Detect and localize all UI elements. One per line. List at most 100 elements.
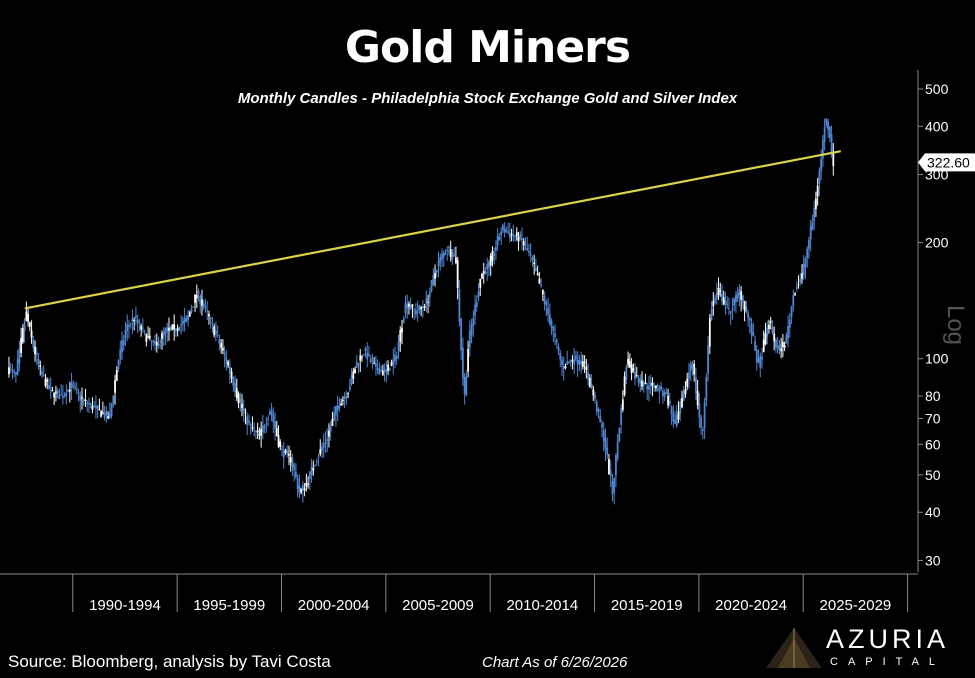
candle <box>296 474 299 498</box>
candle <box>162 327 165 346</box>
candle <box>738 284 741 307</box>
candle <box>460 318 463 361</box>
candle <box>712 292 715 316</box>
candle <box>413 308 416 321</box>
candle <box>145 333 148 347</box>
candle <box>442 250 445 268</box>
candle <box>350 368 353 387</box>
x-tick-label: 2015-2019 <box>611 597 683 614</box>
candle <box>289 450 292 472</box>
candle <box>237 391 240 409</box>
candle <box>453 247 456 257</box>
candle <box>710 301 713 322</box>
candle <box>458 279 461 327</box>
candle <box>119 340 122 365</box>
candle <box>832 143 835 176</box>
candle <box>613 477 616 505</box>
candle <box>16 350 19 376</box>
candle <box>402 316 405 324</box>
candle <box>486 257 489 281</box>
candle <box>535 258 537 272</box>
candle <box>599 409 602 423</box>
y-tick-label: 400 <box>925 118 949 134</box>
candle <box>293 462 296 482</box>
candle <box>39 360 42 376</box>
x-tick-label: 2000-2004 <box>298 597 370 614</box>
candle <box>242 399 245 422</box>
candle <box>204 298 207 313</box>
candle <box>554 324 556 346</box>
candle <box>611 473 614 502</box>
candle <box>8 356 10 378</box>
candle <box>68 381 71 403</box>
candle <box>825 118 828 128</box>
candle <box>197 288 200 302</box>
y-axis-label: Log <box>942 305 969 345</box>
candle <box>632 363 635 373</box>
candle <box>719 282 722 297</box>
candle <box>155 333 158 353</box>
candle <box>463 373 466 405</box>
last-price-marker: 322.60 <box>918 153 975 172</box>
candle <box>531 255 534 267</box>
candle <box>308 471 311 491</box>
candle <box>823 118 826 151</box>
candle <box>34 340 36 362</box>
candle <box>623 371 626 397</box>
candle <box>441 248 443 268</box>
candle <box>206 301 209 320</box>
candle <box>425 290 428 313</box>
candle <box>634 363 636 386</box>
candle <box>32 336 35 352</box>
candle <box>821 135 824 168</box>
candle <box>225 350 228 371</box>
candle <box>461 337 464 386</box>
candle <box>762 330 765 353</box>
candle <box>215 321 217 342</box>
candle <box>816 177 819 206</box>
candle <box>371 353 374 370</box>
candle <box>275 420 278 437</box>
candle <box>265 416 268 434</box>
candle <box>576 351 579 378</box>
candle <box>484 266 487 275</box>
candle <box>592 385 595 402</box>
candle <box>700 414 703 436</box>
candle <box>475 295 478 312</box>
candle <box>482 262 485 284</box>
candle <box>522 238 525 252</box>
x-tick-label: 2005-2009 <box>402 597 474 614</box>
candle <box>56 388 59 399</box>
candle <box>757 349 760 364</box>
candle <box>557 343 560 356</box>
candle <box>543 291 546 311</box>
candle <box>515 227 518 241</box>
candle <box>98 398 101 411</box>
candle <box>628 353 631 369</box>
candle <box>818 167 821 196</box>
candle <box>707 335 709 382</box>
candle <box>580 351 583 374</box>
candle <box>547 297 549 323</box>
candle <box>769 316 772 330</box>
candle <box>63 392 66 398</box>
candle <box>93 401 96 408</box>
candle <box>23 318 26 343</box>
candle <box>481 272 483 280</box>
candle <box>651 377 654 397</box>
candle <box>135 306 137 326</box>
candle <box>168 317 170 341</box>
candle <box>536 265 539 276</box>
candle <box>467 340 469 378</box>
candle <box>354 366 356 374</box>
candle <box>790 305 793 325</box>
candle <box>434 264 436 287</box>
candle <box>331 411 334 427</box>
candle <box>378 362 381 375</box>
candle <box>775 337 777 353</box>
candle <box>41 367 43 379</box>
candle <box>747 310 749 327</box>
candle <box>508 222 511 243</box>
candle <box>157 336 160 349</box>
candle <box>18 340 21 372</box>
